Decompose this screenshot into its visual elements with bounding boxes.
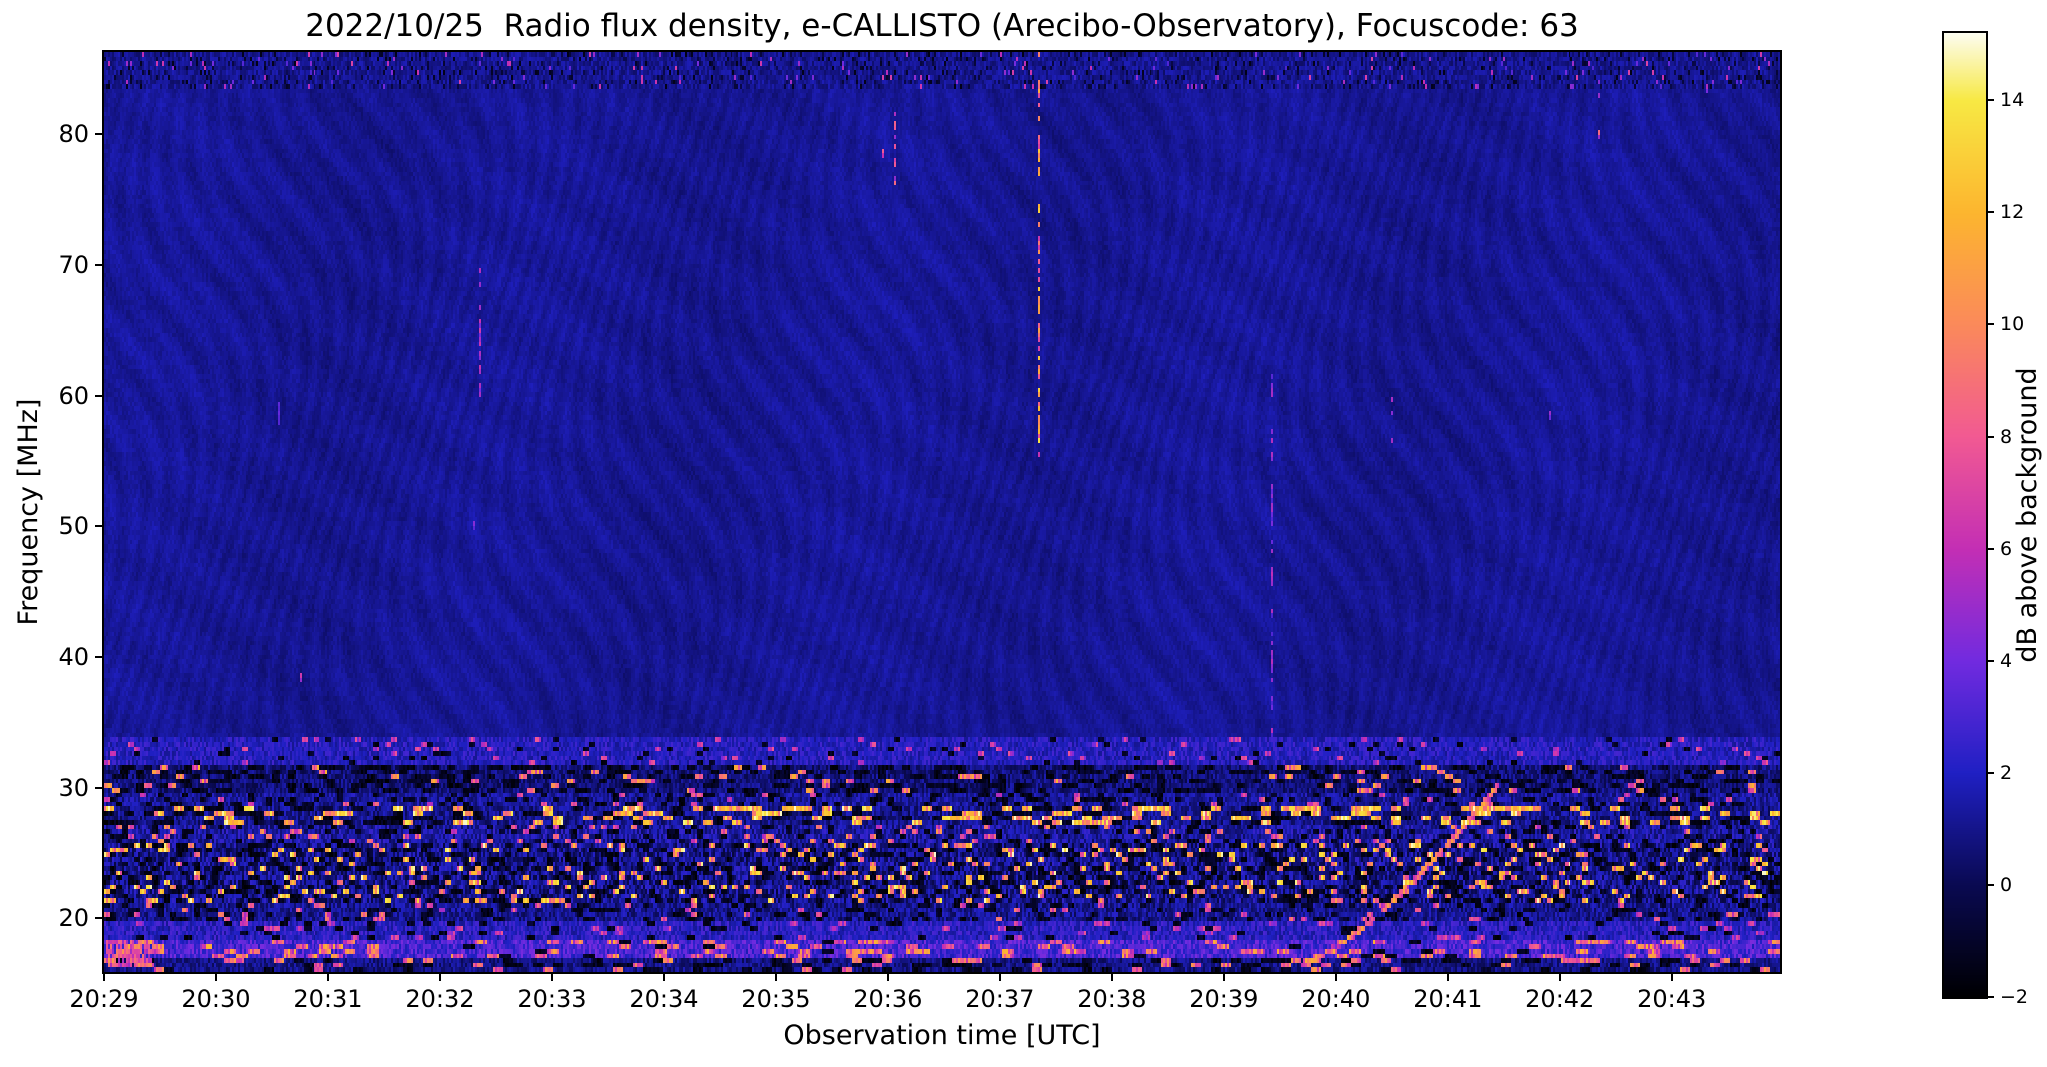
x-tick-label: 20:42	[1525, 985, 1595, 1013]
colorbar-tick-mark	[1986, 435, 1994, 438]
colorbar-tick-mark	[1986, 211, 1994, 214]
x-tick-label: 20:29	[69, 985, 139, 1013]
y-tick-mark	[95, 264, 104, 266]
colorbar-tick-label: 12	[2000, 201, 2025, 224]
x-tick-label: 20:43	[1637, 985, 1707, 1013]
colorbar-tick-label: 4	[2000, 649, 2013, 672]
x-tick-mark	[1222, 972, 1225, 981]
colorbar-tick-mark	[1986, 996, 1994, 998]
x-tick-mark	[774, 972, 777, 981]
x-tick-label: 20:41	[1413, 985, 1483, 1013]
colorbar-tick-label: 14	[2000, 89, 2025, 112]
y-tick-mark	[95, 394, 104, 397]
x-tick-mark	[326, 972, 329, 981]
y-tick-mark	[95, 917, 104, 920]
colorbar-tick-label: 2	[2000, 761, 2013, 784]
y-tick-label: 30	[58, 773, 89, 802]
y-tick-label: 50	[58, 512, 89, 541]
colorbar-tick-mark	[1986, 883, 1994, 886]
y-tick-label: 60	[58, 381, 89, 410]
colorbar-tick-label: 6	[2000, 537, 2013, 560]
x-tick-mark	[550, 972, 553, 981]
y-tick-mark	[95, 786, 104, 789]
x-tick-label: 20:34	[629, 985, 699, 1013]
x-tick-label: 20:32	[405, 985, 475, 1013]
x-tick-mark	[214, 972, 217, 981]
colorbar-tick-label: 10	[2000, 313, 2025, 336]
y-tick-label: 40	[58, 643, 89, 672]
spectrogram-canvas	[104, 52, 1780, 972]
x-tick-label: 20:33	[517, 985, 587, 1013]
x-tick-mark	[103, 972, 105, 981]
x-tick-label: 20:38	[1077, 985, 1147, 1013]
x-tick-mark	[886, 972, 889, 981]
x-tick-label: 20:40	[1301, 985, 1371, 1013]
colorbar-tick-mark	[1986, 99, 1994, 102]
y-tick-mark	[95, 133, 104, 136]
chart-title: 2022/10/25 Radio flux density, e-CALLIST…	[305, 8, 1579, 44]
x-tick-mark	[1446, 972, 1449, 981]
colorbar-tick-mark	[1986, 547, 1994, 550]
y-tick-label: 20	[58, 904, 89, 933]
y-tick-label: 70	[58, 251, 89, 279]
x-tick-mark	[438, 972, 441, 981]
colorbar-canvas	[1944, 33, 1986, 997]
colorbar-tick-label: 8	[2000, 425, 2013, 448]
x-tick-mark	[998, 972, 1001, 981]
x-tick-label: 20:30	[181, 985, 251, 1013]
y-tick-mark	[95, 525, 104, 528]
y-tick-mark	[95, 656, 104, 659]
x-tick-mark	[1670, 972, 1673, 981]
colorbar-label: dB above background	[2012, 367, 2043, 663]
colorbar-tick-mark	[1986, 659, 1994, 662]
x-tick-mark	[1558, 972, 1561, 981]
x-tick-mark	[1334, 972, 1337, 981]
colorbar-tick-label: −2	[2000, 986, 2029, 1008]
x-tick-label: 20:39	[1189, 985, 1259, 1013]
x-tick-label: 20:31	[293, 985, 363, 1013]
x-tick-label: 20:35	[741, 985, 811, 1013]
y-tick-label: 80	[58, 120, 89, 149]
x-tick-label: 20:37	[965, 985, 1035, 1013]
colorbar-tick-mark	[1986, 323, 1994, 326]
x-tick-label: 20:36	[853, 985, 923, 1013]
x-axis-label: Observation time [UTC]	[783, 1020, 1101, 1051]
colorbar-tick-label: 0	[2000, 873, 2013, 896]
x-tick-mark	[1110, 972, 1113, 981]
colorbar-tick-mark	[1986, 771, 1994, 774]
x-tick-mark	[662, 972, 665, 981]
